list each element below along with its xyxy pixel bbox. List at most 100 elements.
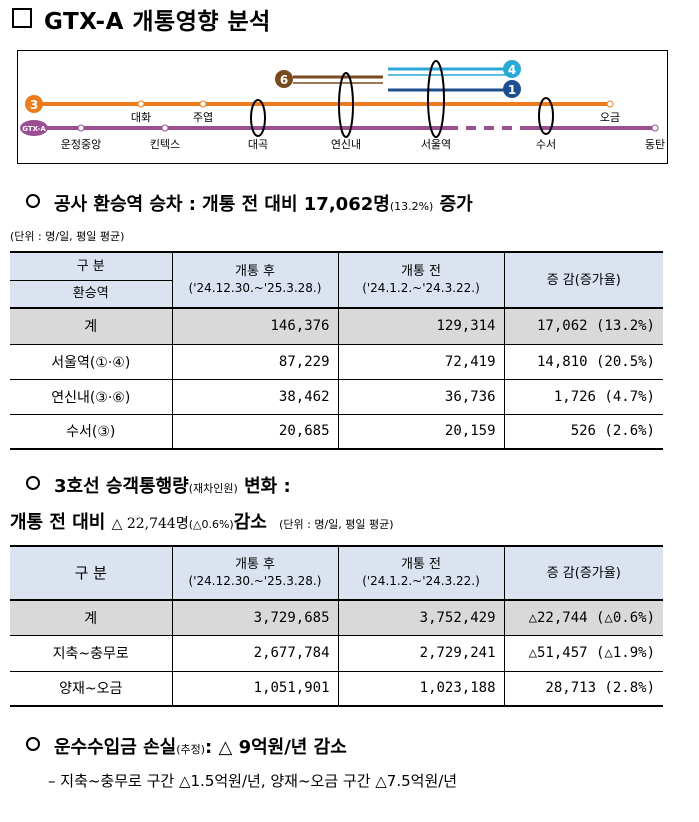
transfer-yeonsinnae-icon [338, 72, 354, 138]
line4-badge-label: 4 [508, 63, 516, 77]
section1-heading-main: 공사 환승역 승차 : 개통 전 대비 17,062명 [54, 194, 390, 215]
route-map-diagram: 4 1 6 3 GTX-A 대화 주엽 오금 [20, 60, 665, 151]
t1-header-label-bottom: 환승역 [10, 279, 173, 309]
line3-badge-label: 3 [30, 98, 38, 112]
t2-row1-change: △51,457 (△1.9%) [503, 634, 663, 672]
circle-bullet-icon [26, 194, 40, 208]
line3-traffic-table: 구 분 개통 후 ('24.12.30.~'25.3.28.) 개통 전 ('24.… [10, 545, 663, 707]
section2-heading-b: 변화 : [244, 476, 291, 497]
section3-heading-small: (추정) [176, 743, 206, 756]
section2-line2-pct: (△0.6%) [188, 518, 234, 531]
t2-header-before: 개통 전 ('24.1.2.~'24.3.22.) [337, 545, 505, 601]
t2-row0-change: △22,744 (△0.6%) [503, 599, 663, 636]
t1-row3-change: 526 (2.6%) [503, 413, 663, 450]
route-map: 4 1 6 3 GTX-A 대화 주엽 오금 [17, 50, 668, 164]
section2-line2-b: 감소 [233, 512, 267, 533]
t2-row2-change: 28,713 (2.8%) [503, 670, 663, 707]
section3-heading: 운수수입금 손실(추정): △ 9억원/년 감소 [26, 733, 347, 759]
t1-row0-change: 17,062 (13.2%) [503, 307, 663, 345]
transfer-station-table: 구 분 개통 후 ('24.12.30.~'25.3.28.) 개통 전 ('24.… [10, 251, 663, 450]
table-row: 서울역(①·④) 87,229 72,419 14,810 (20.5%) [10, 343, 663, 380]
table-row: 지축~충무로 2,677,784 2,729,241 △51,457 (△1.9… [10, 634, 663, 672]
section3-detail: – 지축~충무로 구간 △1.5억원/년, 양재~오금 구간 △7.5억원/년 [48, 772, 458, 790]
t1-row2-label: 연신내(③·⑥) [10, 378, 173, 415]
gtx-badge-icon [20, 120, 48, 136]
gtx-badge-label: GTX-A [22, 125, 46, 133]
section1-unit: (단위 : 명/일, 평일 평균) [10, 230, 125, 243]
station-daehwa-icon [137, 100, 145, 108]
table-row: 계 3,729,685 3,752,429 △22,744 (△0.6%) [10, 599, 663, 636]
t2-row0-before: 3,752,429 [337, 599, 505, 636]
station-kintex-icon [161, 124, 169, 132]
t2-row1-label: 지축~충무로 [10, 634, 173, 672]
transfer-daegok-icon [250, 99, 266, 137]
page-title: GTX-A 개통영향 분석 [44, 9, 271, 35]
t1-row1-label: 서울역(①·④) [10, 343, 173, 380]
t1-row1-before: 72,419 [337, 343, 505, 380]
t1-row2-after: 38,462 [171, 378, 339, 415]
line1-badge-icon [503, 80, 521, 98]
t2-row2-label: 양재~오금 [10, 670, 173, 707]
station-label-yeonsinnae: 연신내 [331, 138, 361, 151]
section2-line2-a: 개통 전 대비 [10, 512, 106, 533]
section1-heading-pct: (13.2%) [389, 200, 434, 213]
section2-subheading: 개통 전 대비 △ 22,744명(△0.6%)감소 (단위 : 명/일, 평일… [10, 508, 394, 534]
t2-header-before-label: 개통 전 [400, 557, 441, 572]
t1-header-after: 개통 후 ('24.12.30.~'25.3.28.) [171, 251, 339, 309]
t1-header-after-period: ('24.12.30.~'25.3.28.) [188, 281, 322, 295]
title-checkbox-icon [12, 8, 32, 28]
station-ogeum-icon [606, 100, 614, 108]
transfer-seoulstation-icon [427, 60, 445, 138]
station-label-juyeop: 주엽 [193, 111, 213, 124]
station-label-unjeong: 운정중앙 [61, 138, 101, 151]
station-label-ogeum: 오금 [600, 111, 620, 124]
t2-row1-after: 2,677,784 [171, 634, 339, 672]
section3-heading-a: 운수수입금 손실 [54, 737, 177, 758]
circle-bullet-icon [26, 737, 40, 751]
circle-bullet-icon [26, 476, 40, 490]
station-label-dongtan: 동탄 [645, 138, 665, 151]
t1-header-before: 개통 전 ('24.1.2.~'24.3.22.) [337, 251, 505, 309]
t1-row0-before: 129,314 [337, 307, 505, 345]
t1-header-after-label: 개통 후 [234, 264, 275, 279]
section1-heading: 공사 환승역 승차 : 개통 전 대비 17,062명(13.2%) 증가 [26, 190, 473, 216]
t2-header-before-period: ('24.1.2.~'24.3.22.) [362, 574, 480, 588]
section2-unit: (단위 : 명/일, 평일 평균) [279, 518, 394, 531]
station-label-daehwa: 대화 [131, 111, 151, 124]
t1-row2-before: 36,736 [337, 378, 505, 415]
t1-header-before-label: 개통 전 [400, 264, 441, 279]
t1-row1-change: 14,810 (20.5%) [503, 343, 663, 380]
t2-row2-before: 1,023,188 [337, 670, 505, 707]
table-row: 계 146,376 129,314 17,062 (13.2%) [10, 307, 663, 345]
line6-badge-label: 6 [280, 73, 288, 87]
section3-heading-b: : △ 9억원/년 감소 [205, 737, 347, 758]
t1-row0-label: 계 [10, 307, 173, 345]
section2-heading-small: (재차인원) [188, 482, 238, 495]
t1-row3-after: 20,685 [171, 413, 339, 450]
station-label-seoulstation: 서울역 [421, 138, 451, 151]
line3-badge-icon [25, 95, 43, 113]
t1-row2-change: 1,726 (4.7%) [503, 378, 663, 415]
t2-header-after-label: 개통 후 [234, 557, 275, 572]
station-label-daegok: 대곡 [248, 138, 268, 151]
station-label-suseo: 수서 [536, 138, 556, 151]
line1-badge-label: 1 [508, 83, 516, 97]
table-row: 연신내(③·⑥) 38,462 36,736 1,726 (4.7%) [10, 378, 663, 415]
t2-header-change: 증 감(증가율) [503, 545, 663, 601]
t1-row1-after: 87,229 [171, 343, 339, 380]
section1-heading-tail: 증가 [439, 194, 473, 215]
table-row: 수서(③) 20,685 20,159 526 (2.6%) [10, 413, 663, 450]
t2-header-after-period: ('24.12.30.~'25.3.28.) [188, 574, 322, 588]
station-dongtan-icon [651, 124, 659, 132]
t2-row2-after: 1,051,901 [171, 670, 339, 707]
t1-header-change: 증 감(증가율) [503, 251, 663, 309]
t1-header-before-period: ('24.1.2.~'24.3.22.) [362, 281, 480, 295]
section2-heading: 3호선 승객통행량(재차인원) 변화 : [26, 472, 291, 498]
station-label-kintex: 킨텍스 [150, 138, 180, 151]
t2-row1-before: 2,729,241 [337, 634, 505, 672]
table-row: 양재~오금 1,051,901 1,023,188 28,713 (2.8%) [10, 670, 663, 707]
transfer-suseo-icon [538, 97, 554, 135]
t1-row3-before: 20,159 [337, 413, 505, 450]
t1-header-label-top: 구 분 [10, 251, 173, 281]
section2-line2-num: △ 22,744명 [111, 516, 189, 532]
